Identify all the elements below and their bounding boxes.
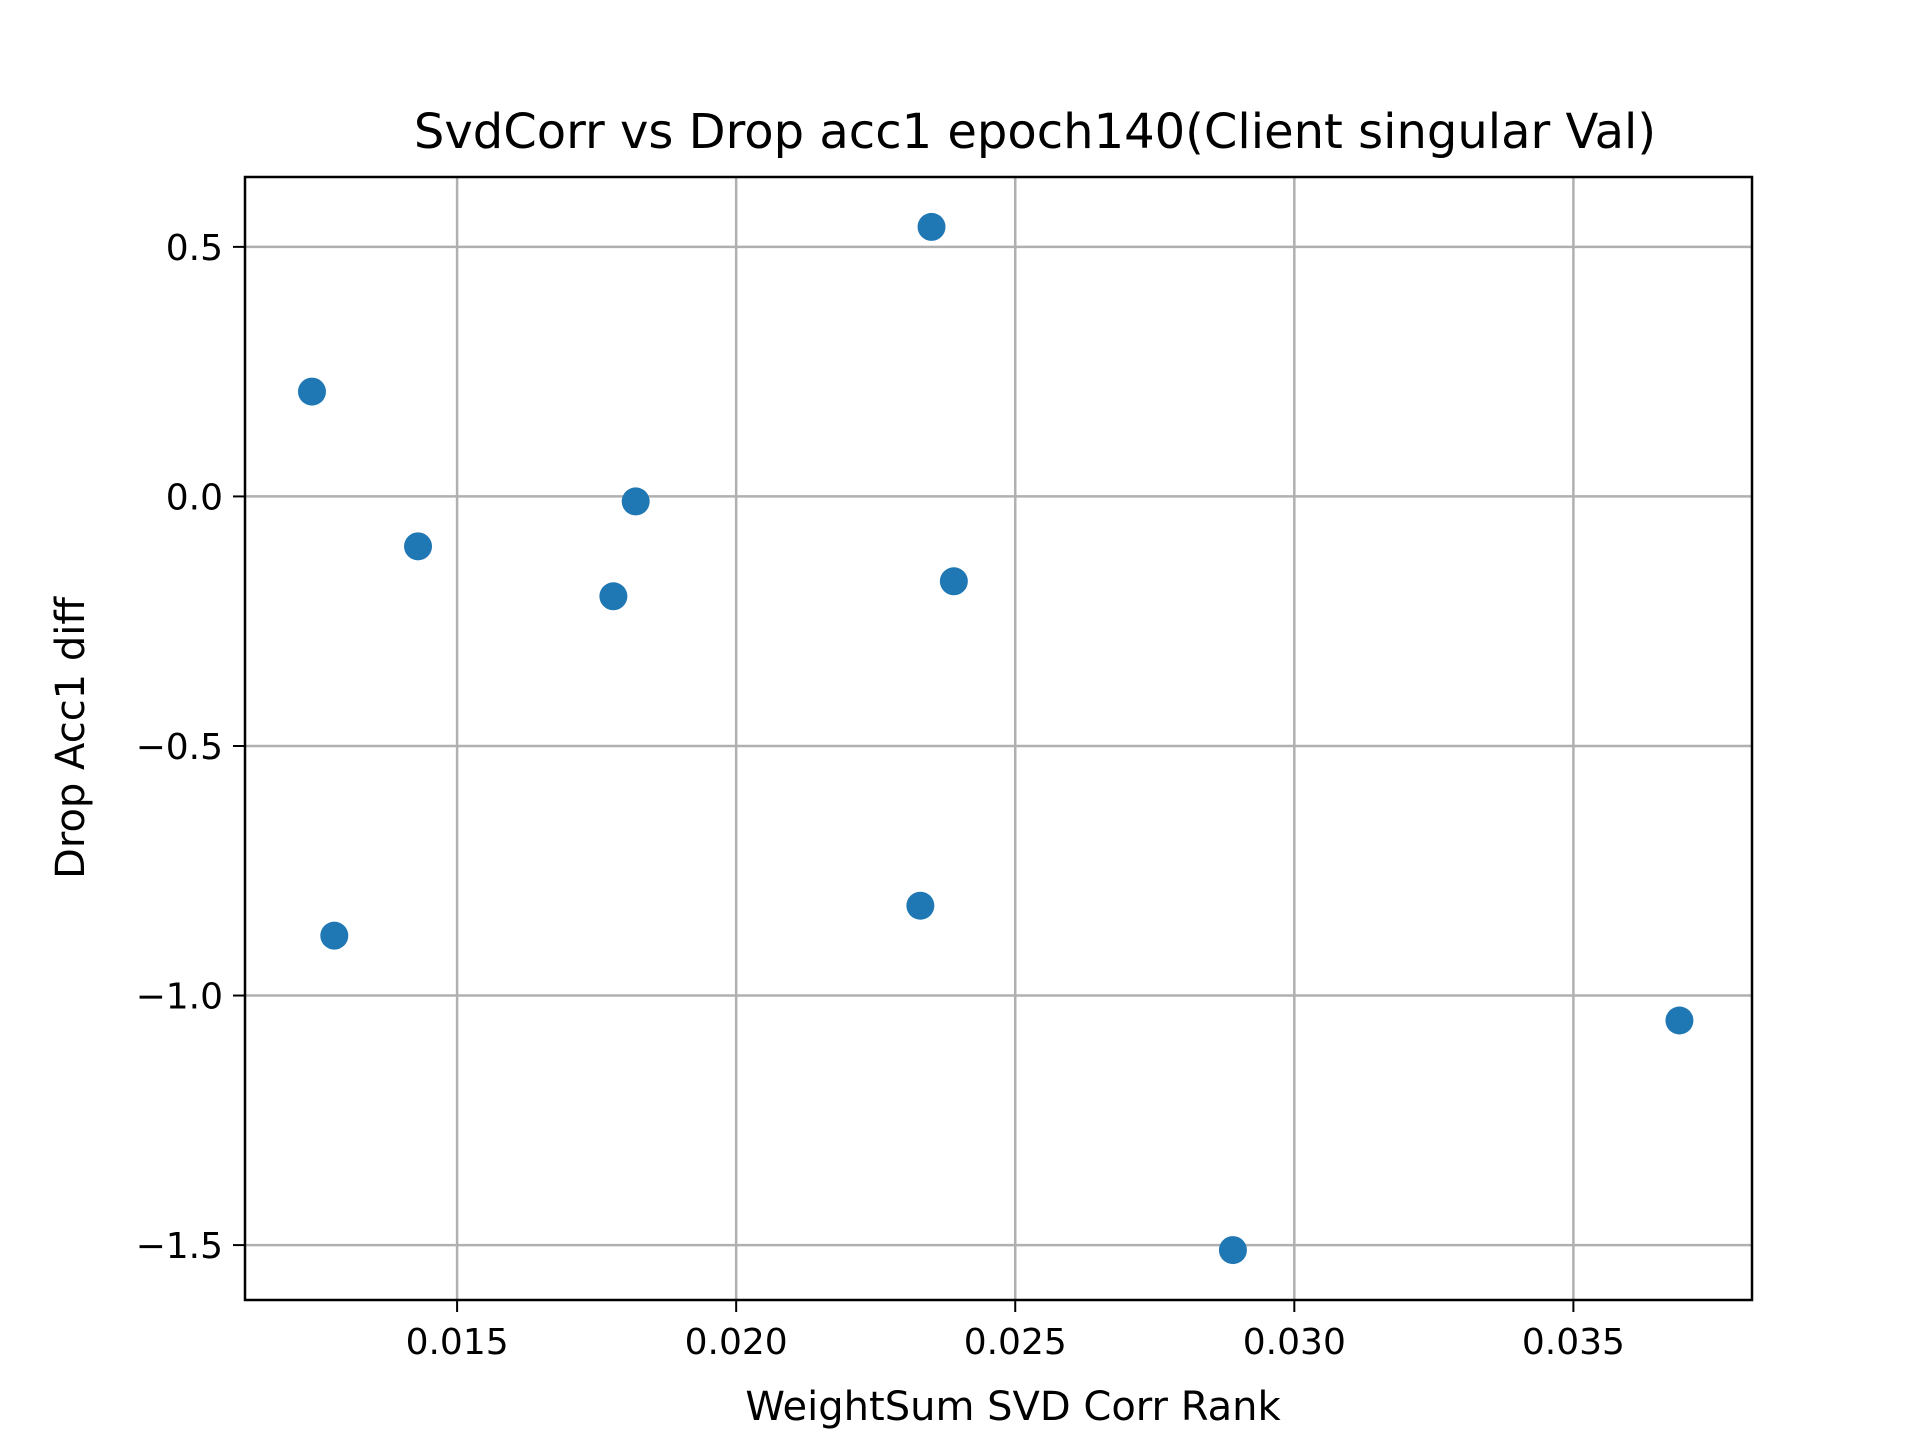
data-point xyxy=(917,212,946,241)
x-tick-label: 0.015 xyxy=(406,1322,509,1363)
data-point xyxy=(906,891,935,920)
grid-lines xyxy=(245,177,1752,1300)
data-point xyxy=(939,567,968,596)
y-tick-label: −0.5 xyxy=(136,727,223,768)
y-axis-ticks: 0.5 0.0 −0.5 −1.0 −1.5 xyxy=(136,228,245,1267)
x-axis-ticks: 0.015 0.020 0.025 0.030 0.035 xyxy=(406,1300,1625,1363)
y-tick-label: 0.5 xyxy=(166,228,223,269)
y-tick-label: −1.5 xyxy=(136,1226,223,1267)
x-tick-label: 0.025 xyxy=(964,1322,1067,1363)
x-axis-label: WeightSum SVD Corr Rank xyxy=(745,1384,1281,1430)
data-point xyxy=(599,582,628,611)
data-point xyxy=(1665,1006,1694,1035)
y-tick-label: 0.0 xyxy=(166,477,223,518)
plot-frame xyxy=(243,175,1754,1302)
y-axis-label: Drop Acc1 diff xyxy=(48,596,94,879)
data-points xyxy=(297,212,1694,1265)
y-tick-label: −1.0 xyxy=(136,977,223,1018)
x-tick-label: 0.030 xyxy=(1243,1322,1346,1363)
data-point xyxy=(404,532,433,561)
x-tick-label: 0.035 xyxy=(1522,1322,1625,1363)
chart-title: SvdCorr vs Drop acc1 epoch140(Client sin… xyxy=(414,104,1656,160)
x-tick-label: 0.020 xyxy=(685,1322,788,1363)
data-point xyxy=(297,377,326,406)
data-point xyxy=(1218,1236,1247,1265)
data-point xyxy=(320,921,349,950)
data-point xyxy=(621,487,650,516)
